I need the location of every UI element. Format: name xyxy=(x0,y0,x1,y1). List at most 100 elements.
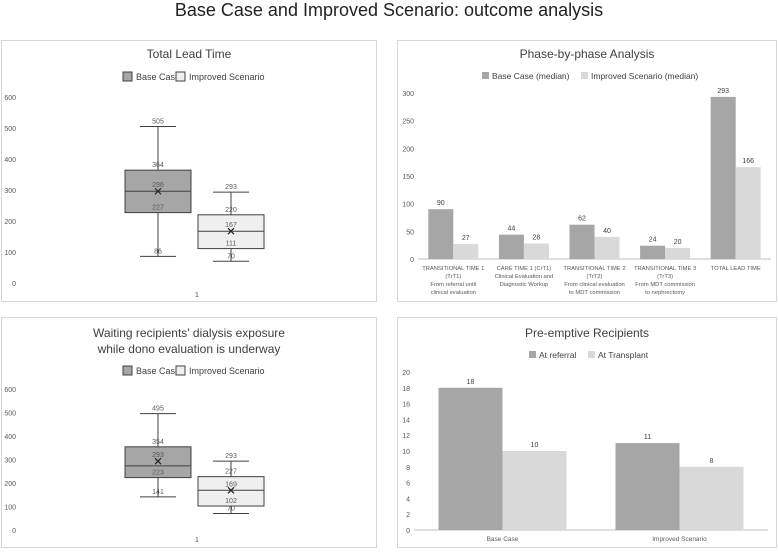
chart-title: while dono evaluation is underway xyxy=(97,342,281,356)
y-tick-label: 0 xyxy=(410,257,414,264)
bar-value-label: 293 xyxy=(717,88,729,95)
y-tick-label: 400 xyxy=(4,157,16,164)
data-label: 223 xyxy=(152,470,164,477)
mean-marker xyxy=(154,457,162,465)
data-label: 70 xyxy=(227,253,235,260)
legend-swatch xyxy=(529,351,536,358)
chart-preemptive-recipients: Pre-emptive Recipients At referral At Tran… xyxy=(402,326,768,543)
box-iqr xyxy=(124,446,192,479)
x-tick-label: From clinical evaluation xyxy=(564,282,625,288)
panel-phase-analysis: Phase-by-phase Analysis Base Case (median… xyxy=(397,40,777,302)
data-label: 86 xyxy=(154,248,162,255)
x-tick-label: Clinical Evaluation and xyxy=(495,274,554,280)
legend-label: Base Case xyxy=(136,72,180,82)
mean-marker xyxy=(154,187,162,195)
y-tick-label: 100 xyxy=(4,250,16,257)
chart-dialysis-exposure: Waiting recipients' dialysis exposure whi… xyxy=(4,326,285,544)
legend-label: Improved Scenario xyxy=(189,366,265,376)
legend-swatch xyxy=(122,71,133,82)
x-tick-label: to MDT commission xyxy=(569,290,620,296)
y-tick-label: 500 xyxy=(4,411,16,418)
x-tick-label: Diagnostic Workup xyxy=(500,282,549,288)
bar xyxy=(640,245,666,259)
y-tick-label: 20 xyxy=(402,370,410,377)
panel-total-lead-time: Total Lead Time Base Case Improved Scenari… xyxy=(1,40,377,302)
legend-swatch xyxy=(581,72,588,79)
bar-value-label: 40 xyxy=(603,228,611,235)
bar-value-label: 11 xyxy=(644,434,651,441)
x-tick-label: TOTAL LEAD TIME xyxy=(711,266,761,272)
y-tick-label: 10 xyxy=(402,449,410,456)
bar-value-label: 90 xyxy=(437,200,445,207)
x-tick-label: Improved Scenario xyxy=(652,536,707,543)
bar xyxy=(498,234,524,259)
data-label: 296 xyxy=(152,182,164,189)
x-tick-label: (TrT3) xyxy=(657,274,673,280)
data-label: 102 xyxy=(225,498,237,505)
bar-value-label: 166 xyxy=(742,158,754,165)
data-label: 364 xyxy=(152,162,164,169)
data-label: 354 xyxy=(152,439,164,446)
chart-title: Pre-emptive Recipients xyxy=(525,326,649,340)
legend-label: Base Case (median) xyxy=(492,71,570,81)
y-tick-label: 500 xyxy=(4,126,16,133)
x-tick-label: TRANSITIONAL TIME 2 xyxy=(563,266,625,272)
data-label: 167 xyxy=(225,222,237,229)
panel-preemptive-recipients: Pre-emptive Recipients At referral At Tran… xyxy=(397,317,777,548)
legend-label: At Transplant xyxy=(598,350,649,360)
y-tick-label: 200 xyxy=(4,219,16,226)
bar xyxy=(594,236,620,259)
y-tick-label: 100 xyxy=(4,505,16,512)
box-iqr xyxy=(197,476,265,507)
x-tick-label: Base Case xyxy=(487,536,519,543)
y-tick-label: 8 xyxy=(406,465,410,472)
x-tick-label: to nephrectomy xyxy=(645,290,685,296)
legend-label: Improved Scenario xyxy=(189,72,265,82)
legend-swatch xyxy=(122,365,133,376)
y-tick-label: 300 xyxy=(402,91,414,98)
chart-title: Phase-by-phase Analysis xyxy=(520,47,655,61)
data-label: 293 xyxy=(225,453,237,460)
chart-title: Total Lead Time xyxy=(147,47,232,61)
y-tick-label: 0 xyxy=(406,528,410,535)
bar-value-label: 18 xyxy=(467,379,475,386)
y-tick-label: 0 xyxy=(12,528,16,535)
bar-value-label: 62 xyxy=(578,216,586,223)
page-title: Base Case and Improved Scenario: outcome… xyxy=(174,0,604,20)
y-tick-label: 200 xyxy=(402,146,414,153)
x-tick-label: From MDT commission xyxy=(635,282,695,288)
x-tick-label: (TrT1) xyxy=(445,274,461,280)
data-label: 227 xyxy=(225,469,237,476)
bar xyxy=(523,243,549,259)
bar xyxy=(453,244,479,259)
y-tick-label: 600 xyxy=(4,95,16,102)
data-label: 220 xyxy=(225,207,237,214)
y-tick-label: 18 xyxy=(402,386,410,393)
x-tick-label: 1 xyxy=(195,537,199,544)
legend-label: At referral xyxy=(539,350,576,360)
chart-total-lead-time: Total Lead Time Base Case Improved Scenari… xyxy=(4,47,265,299)
data-label: 227 xyxy=(152,205,164,212)
bar xyxy=(438,387,503,530)
bar xyxy=(679,466,744,530)
data-label: 169 xyxy=(225,481,237,488)
y-tick-label: 300 xyxy=(4,188,16,195)
data-label: 70 xyxy=(227,506,235,513)
y-tick-label: 400 xyxy=(4,434,16,441)
legend-label: Base Case xyxy=(136,366,180,376)
x-tick-label: 1 xyxy=(195,292,199,299)
x-tick-label: TRANSITIONAL TIME 3 xyxy=(634,266,696,272)
data-label: 495 xyxy=(152,406,164,413)
y-tick-label: 100 xyxy=(402,202,414,209)
legend-swatch xyxy=(175,71,186,82)
y-tick-label: 150 xyxy=(402,174,414,181)
x-tick-label: From referral until xyxy=(430,282,476,288)
bar xyxy=(615,443,680,530)
bar xyxy=(665,247,691,259)
chart-title: Waiting recipients' dialysis exposure xyxy=(93,326,285,340)
bar xyxy=(710,96,736,259)
bar-value-label: 27 xyxy=(462,235,470,242)
chart-phase-analysis: Phase-by-phase Analysis Base Case (median… xyxy=(402,47,771,296)
y-tick-label: 250 xyxy=(402,119,414,126)
y-tick-label: 6 xyxy=(406,481,410,488)
